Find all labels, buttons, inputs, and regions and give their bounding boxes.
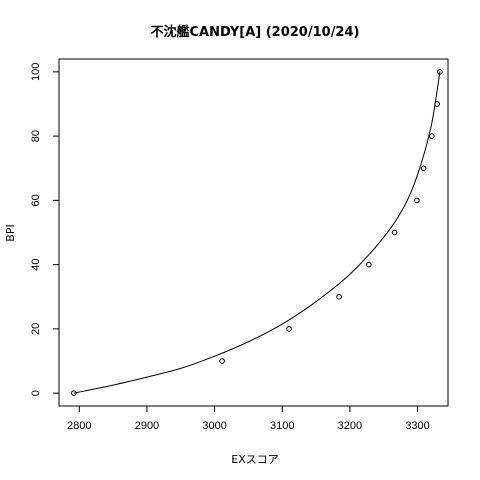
y-axis-label: BPI [4, 224, 17, 241]
x-axis-label: EXスコア [231, 453, 279, 466]
x-tick-label: 3100 [270, 420, 294, 432]
chart-title: 不沈艦CANDY[A] (2020/10/24) [151, 24, 360, 40]
y-tick-label: 60 [30, 194, 42, 206]
data-point [219, 358, 225, 364]
data-point [414, 197, 420, 204]
data-point [286, 326, 292, 332]
x-tick-label: 3300 [405, 420, 429, 432]
data-point [336, 293, 342, 300]
y-tick-label: 0 [30, 390, 42, 396]
data-point [437, 69, 443, 75]
x-tick-label: 2800 [67, 420, 91, 432]
plot-frame [58, 58, 449, 407]
data-point [434, 101, 440, 107]
data-point [71, 390, 77, 396]
x-tick-label: 2900 [135, 420, 159, 432]
x-tick-label: 3200 [338, 420, 362, 432]
y-tick-label: 100 [30, 63, 42, 81]
y-tick-label: 20 [30, 323, 42, 335]
y-axis: 0 20 40 60 80 100 [30, 63, 59, 396]
y-tick-label: 80 [30, 130, 42, 142]
fit-curve [73, 71, 441, 394]
data-point [420, 165, 427, 172]
y-tick-label: 40 [30, 259, 42, 271]
data-point [428, 133, 435, 139]
data-point [366, 261, 372, 268]
data-points [71, 69, 443, 396]
x-axis: 2800 2900 3000 3100 3200 3300 [67, 406, 430, 432]
x-tick-label: 3000 [202, 420, 226, 432]
data-point [391, 229, 398, 236]
